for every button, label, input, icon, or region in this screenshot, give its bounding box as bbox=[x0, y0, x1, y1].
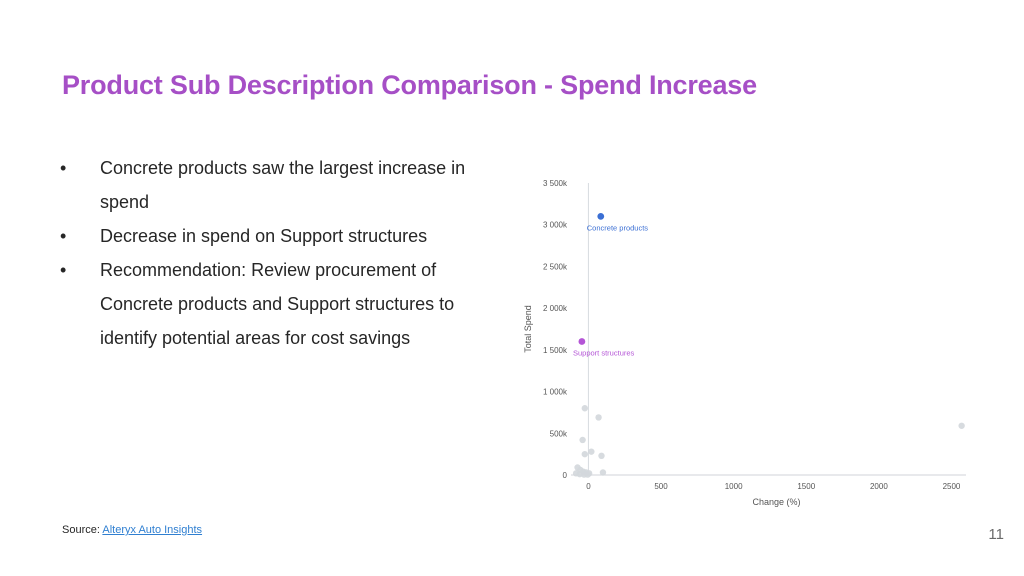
x-tick-label: 2500 bbox=[943, 482, 961, 491]
bullet-symbol: • bbox=[60, 260, 67, 280]
x-tick-label: 0 bbox=[586, 482, 591, 491]
source-link[interactable]: Alteryx Auto Insights bbox=[102, 524, 203, 536]
bullet-symbol: • bbox=[60, 226, 67, 246]
highlighted-point bbox=[578, 338, 586, 345]
source-note: Source: Alteryx Auto Insights bbox=[62, 524, 202, 536]
scatter-point bbox=[581, 405, 588, 412]
x-tick-label: 1500 bbox=[797, 482, 815, 491]
bullet-list: • Concrete products saw the largest incr… bbox=[56, 151, 496, 355]
page-number: 11 bbox=[988, 526, 1004, 543]
x-tick-label: 1000 bbox=[725, 482, 743, 491]
y-axis-title: Total Spend bbox=[523, 305, 533, 353]
slide-title: Product Sub Description Comparison - Spe… bbox=[62, 70, 757, 100]
y-tick-label: 1 000k bbox=[543, 388, 568, 397]
y-tick-label: 3 000k bbox=[543, 221, 568, 230]
y-tick-label: 2 000k bbox=[543, 304, 568, 313]
scatter-point bbox=[584, 471, 591, 478]
scatter-point bbox=[579, 436, 586, 444]
bullet-text: Concrete products saw the largest increa… bbox=[100, 158, 466, 212]
scatter-point bbox=[958, 422, 965, 429]
scatter-point bbox=[588, 448, 595, 455]
y-tick-label: 3 500k bbox=[543, 179, 568, 188]
scatter-point bbox=[581, 450, 588, 458]
point-label: Support structures bbox=[573, 349, 635, 358]
bullet-item: • Recommendation: Review procurement of … bbox=[56, 253, 496, 355]
x-tick-label: 2000 bbox=[870, 482, 888, 491]
source-label: Source: bbox=[62, 524, 100, 536]
scatter-chart: 0 500k 1 000k 1 500k 2 000k 2 500k 3 000k 3 500… bbox=[523, 179, 966, 507]
scatter-point bbox=[595, 414, 602, 421]
point-label: Concrete products bbox=[587, 223, 649, 232]
bullet-text: Decrease in spend on Support structures bbox=[100, 226, 428, 246]
y-tick-label: 500k bbox=[550, 429, 568, 438]
y-tick-label: 1 500k bbox=[543, 346, 568, 355]
highlighted-point bbox=[597, 212, 605, 220]
scatter-point bbox=[599, 469, 607, 476]
x-axis-title: Change (%) bbox=[752, 497, 800, 507]
y-tick-label: 0 bbox=[563, 471, 568, 480]
bullet-item: • Concrete products saw the largest incr… bbox=[56, 151, 496, 219]
bullet-text: Recommendation: Review procurement of Co… bbox=[100, 260, 455, 348]
scatter-point bbox=[598, 452, 605, 460]
bullet-symbol: • bbox=[60, 158, 67, 178]
bullet-item: • Decrease in spend on Support structure… bbox=[56, 219, 496, 253]
x-tick-label: 500 bbox=[654, 482, 668, 491]
y-tick-label: 2 500k bbox=[543, 262, 568, 271]
